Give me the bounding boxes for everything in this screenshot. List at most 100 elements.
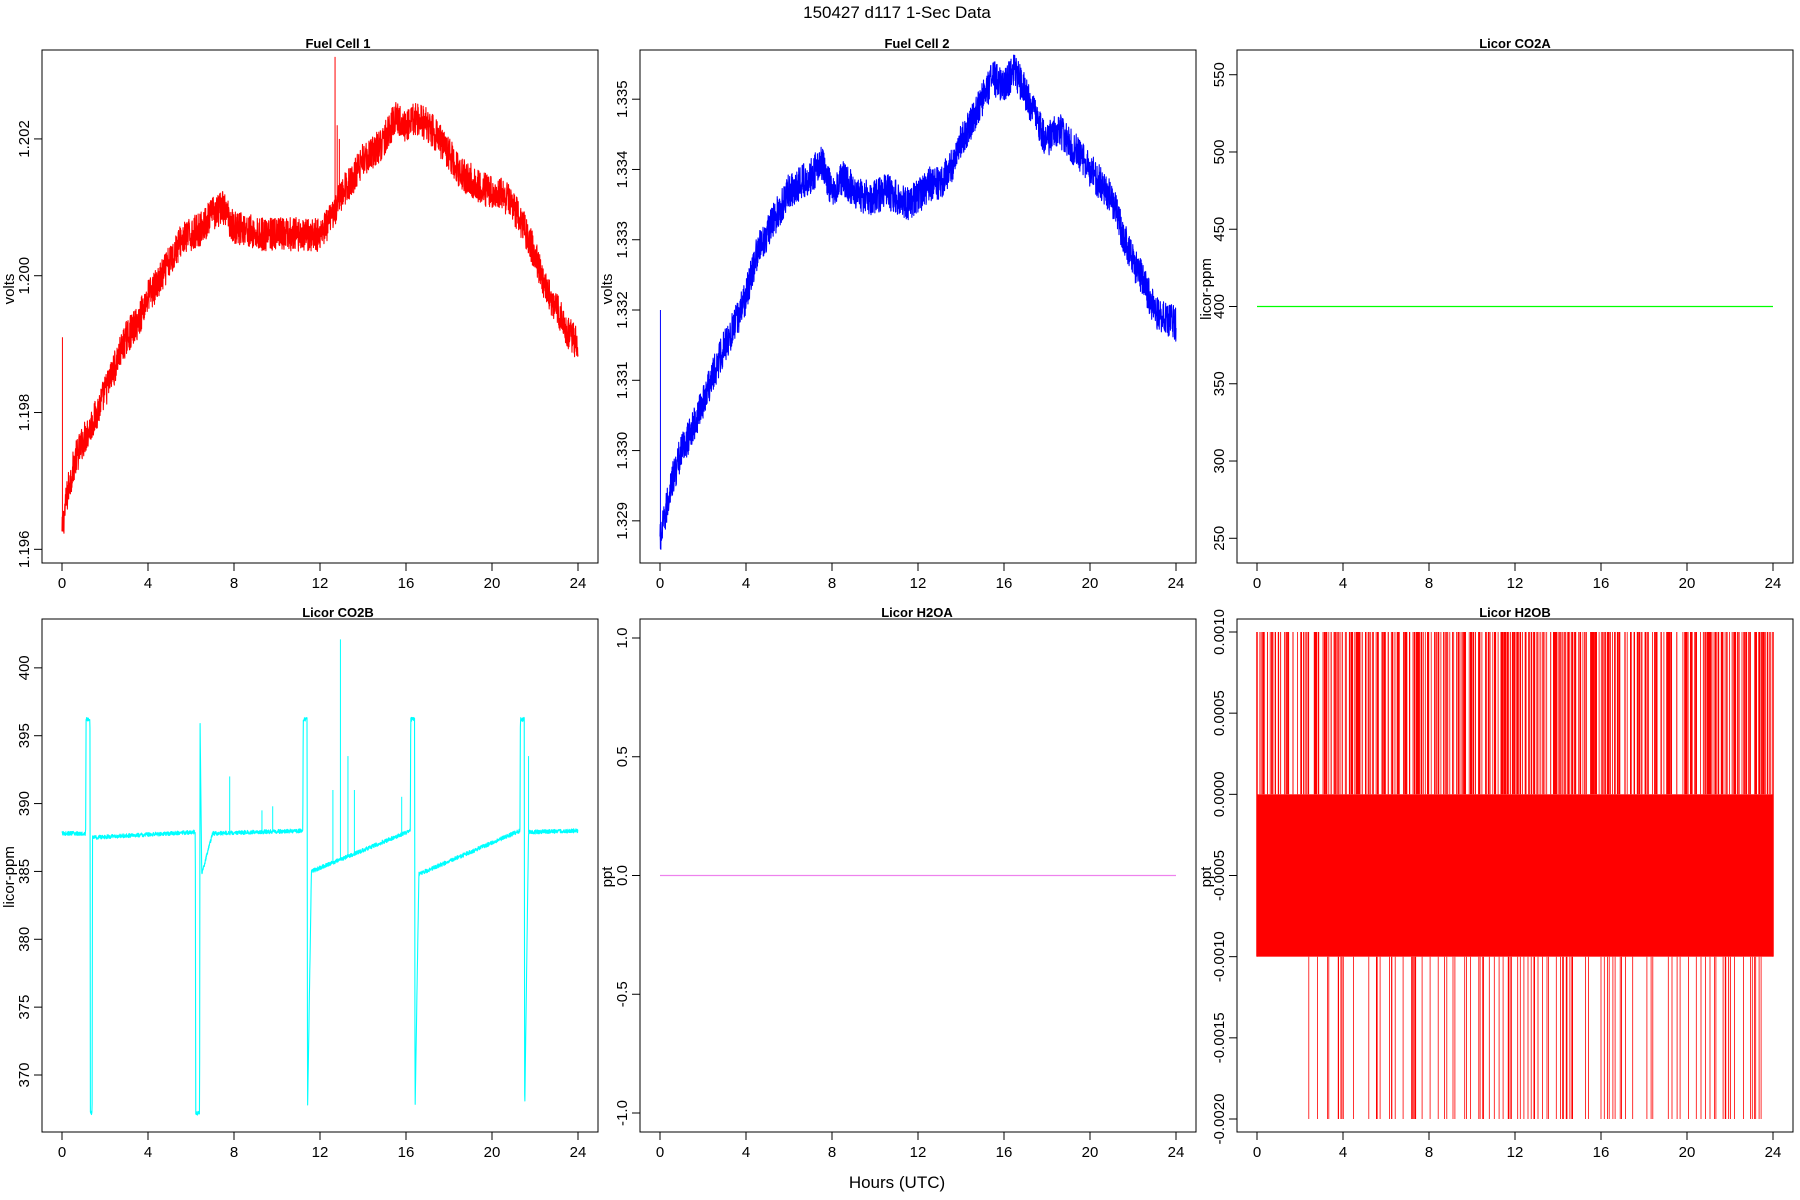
y-tick-label: -0.0020 xyxy=(1211,1094,1228,1145)
x-tick-label: 0 xyxy=(656,575,664,592)
y-tick-label: 0.0000 xyxy=(1211,771,1228,817)
x-tick-label: 8 xyxy=(230,1144,238,1161)
y-tick-label: -0.0015 xyxy=(1211,1012,1228,1063)
y-tick-label: 450 xyxy=(1211,217,1228,242)
series-band xyxy=(1257,794,1773,957)
y-tick-label: 1.329 xyxy=(614,502,631,540)
y-axis-label: licor-ppm xyxy=(1,846,18,908)
panel-licor-co2b: Licor CO2B licor-ppm 0 4 8 12 16 20 24 370 375 38… xyxy=(1,605,599,1161)
y-tick-label: 1.331 xyxy=(614,362,631,400)
series-line xyxy=(1256,632,1774,1119)
plot-area: 0 4 8 12 16 20 24 370 375 380 385 390 395 400 xyxy=(16,618,599,1161)
panel-title: Licor H2OA xyxy=(881,605,953,620)
x-tick-label: 4 xyxy=(144,1144,152,1161)
y-tick-label: 550 xyxy=(1211,62,1228,87)
x-tick-label: 16 xyxy=(398,1144,415,1161)
x-tick-label: 16 xyxy=(996,1144,1013,1161)
figure-title: 150427 d117 1-Sec Data xyxy=(803,3,991,22)
x-tick-label: 4 xyxy=(1339,1144,1347,1161)
plot-frame xyxy=(41,618,599,1133)
plot-area: 0 4 8 12 16 20 24 250 300 350 400 450 500 550 xyxy=(1211,49,1794,592)
x-tick-label: 12 xyxy=(1507,1144,1524,1161)
plot-area: 0 4 8 12 16 20 24 1.196 1.198 1.200 1.202 xyxy=(16,49,599,592)
x-tick-label: 24 xyxy=(1168,575,1185,592)
x-tick-label: 20 xyxy=(1679,1144,1696,1161)
x-tick-label: 8 xyxy=(828,1144,836,1161)
x-tick-label: 20 xyxy=(1082,575,1099,592)
y-tick-label: 380 xyxy=(16,927,33,952)
y-tick-label: 0.0 xyxy=(614,865,631,886)
x-tick-label: 24 xyxy=(1168,1144,1185,1161)
x-tick-label: 12 xyxy=(312,575,329,592)
y-tick-label: 400 xyxy=(1211,294,1228,319)
x-tick-label: 0 xyxy=(1253,1144,1261,1161)
x-tick-label: 20 xyxy=(1679,575,1696,592)
panel-licor-h2oa: Licor H2OA ppt 0 4 8 12 16 20 24 -1.0 -0.5 0.0 0.5… xyxy=(599,605,1197,1161)
panel-title: Fuel Cell 2 xyxy=(884,36,949,51)
plot-area: 0 4 8 12 16 20 24 -1.0 -0.5 0.0 0.5 1.0 xyxy=(614,618,1197,1161)
y-tick-label: 390 xyxy=(16,791,33,816)
series-line xyxy=(659,54,1177,550)
panel-title: Fuel Cell 1 xyxy=(305,36,370,51)
y-tick-label: 1.200 xyxy=(16,257,33,295)
y-tick-label: 1.334 xyxy=(614,151,631,189)
y-tick-label: 385 xyxy=(16,859,33,884)
panel-title: Licor H2OB xyxy=(1479,605,1551,620)
plot-area: 0 4 8 12 16 20 24 -0.0020 -0.0015 -0.0010 -0.0005 0… xyxy=(1211,609,1794,1161)
x-tick-label: 20 xyxy=(484,575,501,592)
x-tick-label: 0 xyxy=(1253,575,1261,592)
y-tick-label: 400 xyxy=(16,655,33,680)
panel-fuel-cell-1: Fuel Cell 1 volts 0 4 8 12 16 20 24 1.196 1.198 1… xyxy=(1,36,599,592)
x-tick-label: 8 xyxy=(230,575,238,592)
y-axis-label: licor-ppm xyxy=(1198,258,1215,320)
x-tick-label: 20 xyxy=(484,1144,501,1161)
y-tick-label: 1.330 xyxy=(614,432,631,470)
x-tick-label: 12 xyxy=(312,1144,329,1161)
x-tick-label: 4 xyxy=(742,575,750,592)
y-tick-label: 300 xyxy=(1211,449,1228,474)
x-tick-label: 24 xyxy=(570,1144,587,1161)
y-tick-label: -1.0 xyxy=(614,1100,631,1126)
panel-title: Licor CO2B xyxy=(302,605,374,620)
x-tick-label: 12 xyxy=(910,575,927,592)
x-tick-label: 0 xyxy=(58,1144,66,1161)
y-tick-label: 1.202 xyxy=(16,120,33,158)
y-tick-label: 250 xyxy=(1211,526,1228,551)
x-tick-label: 0 xyxy=(656,1144,664,1161)
y-tick-label: 1.333 xyxy=(614,221,631,259)
series-line xyxy=(61,102,579,534)
plot-frame xyxy=(639,49,1197,564)
x-tick-label: 4 xyxy=(742,1144,750,1161)
x-tick-label: 8 xyxy=(1425,1144,1433,1161)
y-axis-label: ppt xyxy=(1198,866,1215,888)
y-axis-label: ppt xyxy=(599,866,616,888)
x-tick-label: 4 xyxy=(144,575,152,592)
y-tick-label: -0.0005 xyxy=(1211,850,1228,901)
y-tick-label: 350 xyxy=(1211,371,1228,396)
y-tick-label: -0.5 xyxy=(614,981,631,1007)
x-tick-label: 12 xyxy=(1507,575,1524,592)
y-tick-label: 1.0 xyxy=(614,628,631,649)
x-tick-label: 24 xyxy=(1765,575,1782,592)
x-tick-label: 24 xyxy=(1765,1144,1782,1161)
y-tick-label: 500 xyxy=(1211,139,1228,164)
x-tick-label: 16 xyxy=(1593,1144,1610,1161)
y-axis-label: volts xyxy=(1,274,18,305)
x-tick-label: 12 xyxy=(910,1144,927,1161)
y-tick-label: 0.5 xyxy=(614,746,631,767)
y-tick-label: 375 xyxy=(16,995,33,1020)
series-line xyxy=(61,716,579,1116)
plot-area: 0 4 8 12 16 20 24 1.329 1.330 1.331 1.332 1.333 1.33… xyxy=(614,49,1197,592)
x-tick-label: 4 xyxy=(1339,575,1347,592)
y-tick-label: 1.196 xyxy=(16,531,33,569)
x-tick-label: 16 xyxy=(398,575,415,592)
y-tick-label: -0.0010 xyxy=(1211,931,1228,982)
y-tick-label: 1.335 xyxy=(614,80,631,118)
y-tick-label: 0.0010 xyxy=(1211,609,1228,655)
x-tick-label: 8 xyxy=(1425,575,1433,592)
plot-frame xyxy=(41,49,599,564)
panel-fuel-cell-2: Fuel Cell 2 volts 0 4 8 12 16 20 24 1.329 1.330 1… xyxy=(599,36,1197,592)
y-tick-label: 370 xyxy=(16,1062,33,1087)
panel-title: Licor CO2A xyxy=(1479,36,1551,51)
